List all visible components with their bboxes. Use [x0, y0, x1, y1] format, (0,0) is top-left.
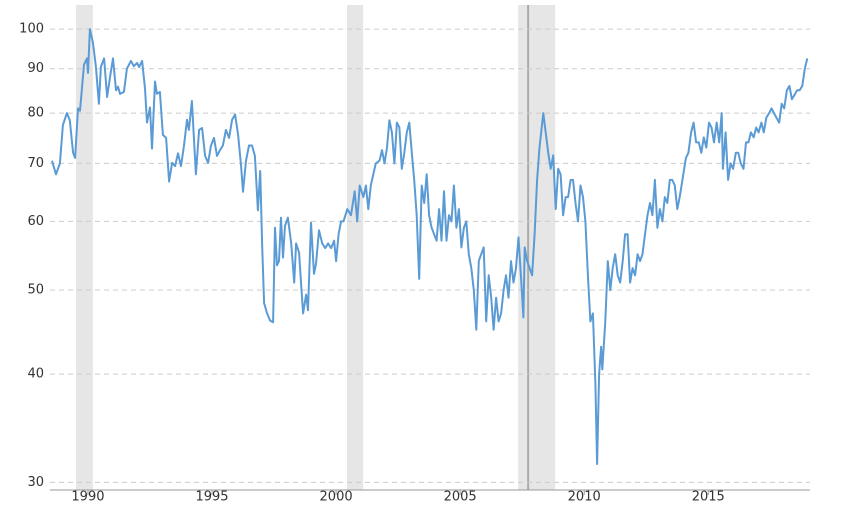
y-tick-label: 100 [19, 22, 44, 37]
y-tick-label: 40 [27, 367, 44, 382]
shaded-range [347, 5, 364, 490]
y-tick-label: 80 [27, 106, 44, 121]
y-tick-label: 30 [27, 475, 44, 490]
y-tick-label: 70 [27, 156, 44, 171]
data-line [51, 28, 809, 465]
x-tick-label: 1995 [195, 490, 228, 505]
y-tick-label: 60 [27, 214, 44, 229]
x-tick-label: 2005 [444, 490, 477, 505]
x-tick-label: 2000 [320, 490, 353, 505]
y-tick-label: 50 [27, 283, 44, 298]
y-tick-label: 90 [27, 61, 44, 76]
x-tick-label: 2010 [568, 490, 601, 505]
shaded-range [76, 5, 93, 490]
x-tick-label: 1990 [71, 490, 104, 505]
x-tick-label: 2015 [692, 490, 725, 505]
